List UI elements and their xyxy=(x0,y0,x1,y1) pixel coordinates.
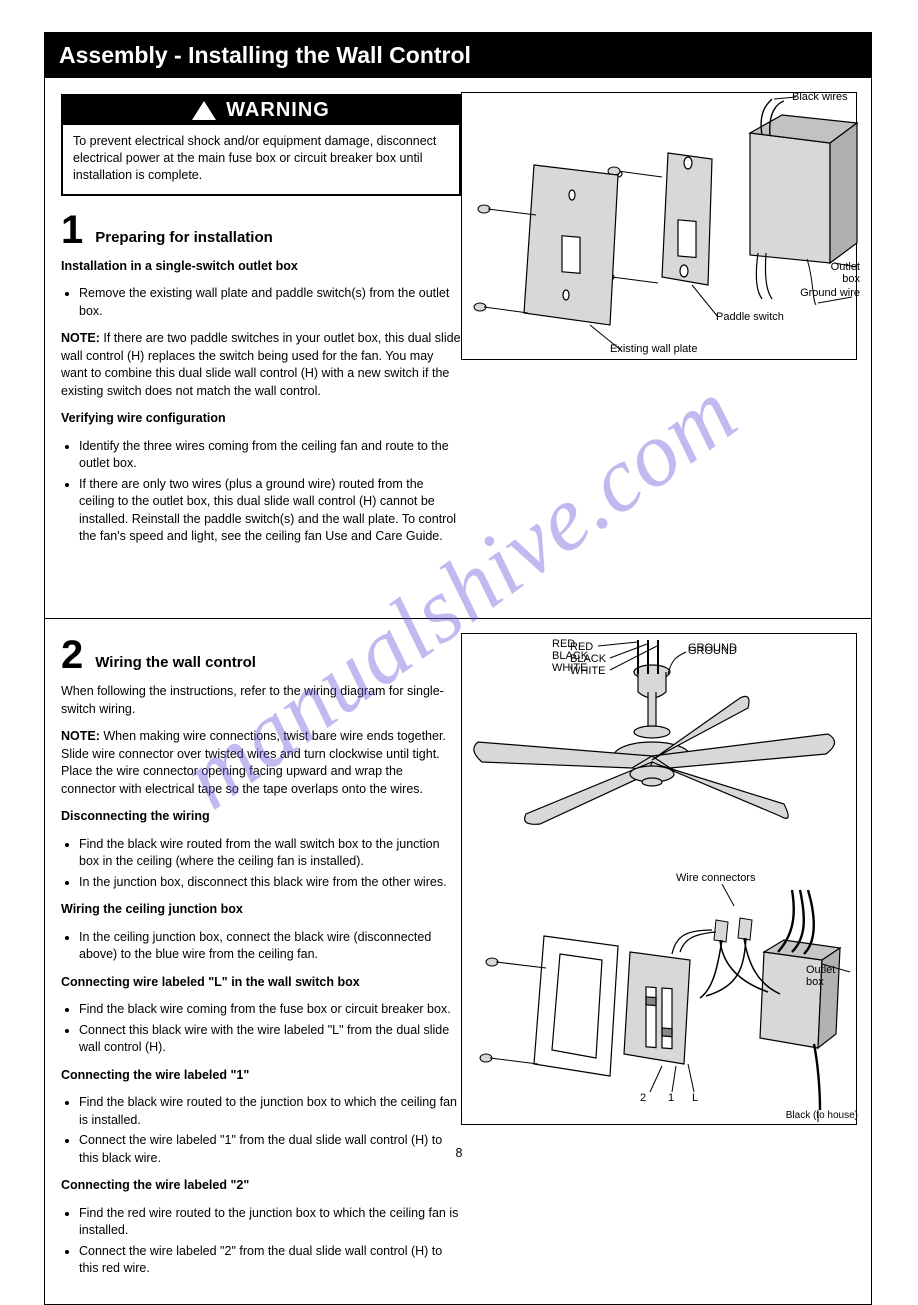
fig2-black: BLACK xyxy=(552,650,588,662)
fig2-lab1: 1 xyxy=(668,1092,674,1104)
step-1-number: 1 xyxy=(61,210,83,250)
step1-p1: Remove the existing wall plate and paddl… xyxy=(79,285,461,320)
step-1-body: Installation in a single-switch outlet b… xyxy=(61,258,461,546)
step2-intro: When following the instructions, refer t… xyxy=(61,683,461,718)
figure-2-svg: RED BLACK WHITE GROUND xyxy=(462,634,858,1126)
section-title-bar: Assembly - Installing the Wall Control xyxy=(45,33,871,78)
figure-outlet-box: Black wires Ground wire Outlet box Exist… xyxy=(461,92,857,360)
warning-triangle-icon xyxy=(192,101,216,120)
step2-h4: Connecting the wire labeled "1" xyxy=(61,1068,249,1082)
step1-note-label: NOTE: xyxy=(61,331,100,345)
fig2-labL: L xyxy=(692,1092,698,1104)
fig1-ground: Ground wire xyxy=(800,287,860,299)
step-2-number: 2 xyxy=(61,635,83,675)
step1-li1: Identify the three wires coming from the… xyxy=(79,438,461,473)
fig1-plate: Existing wall plate xyxy=(610,343,697,355)
page-frame: Assembly - Installing the Wall Control W… xyxy=(44,32,872,1305)
fig2-ground: GROUND xyxy=(688,642,737,654)
step1-sub2: Verifying wire configuration xyxy=(61,411,226,425)
fig1-black-wires: Black wires xyxy=(792,91,848,103)
section-step-1: WARNING To prevent electrical shock and/… xyxy=(45,78,871,618)
step-2-body: When following the instructions, refer t… xyxy=(61,683,461,1278)
step2-li8: Find the red wire routed to the junction… xyxy=(79,1205,461,1240)
warning-box: WARNING To prevent electrical shock and/… xyxy=(61,94,461,196)
step2-h2: Wiring the ceiling junction box xyxy=(61,902,243,916)
step2-li1: Find the black wire routed from the wall… xyxy=(79,836,461,871)
step1-sub1: Installation in a single-switch outlet b… xyxy=(61,259,298,273)
figure-1-svg xyxy=(462,93,858,361)
step-2-title: Wiring the wall control xyxy=(95,654,256,675)
step2-h5: Connecting the wire labeled "2" xyxy=(61,1178,249,1192)
step2-note: When making wire connections, twist bare… xyxy=(61,729,446,796)
warning-text: To prevent electrical shock and/or equip… xyxy=(63,125,459,194)
fig1-outlet: Outlet box xyxy=(810,261,860,285)
section-step-2: 2 Wiring the wall control When following… xyxy=(45,618,871,1304)
figure-wiring-diagram: RED BLACK WHITE GROUND xyxy=(461,633,857,1125)
fig2-wire-conn: Wire connectors xyxy=(676,872,766,884)
step2-li4: Find the black wire coming from the fuse… xyxy=(79,1001,461,1019)
step2-li3: In the ceiling junction box, connect the… xyxy=(79,929,461,964)
fig2-white: WHITE xyxy=(552,662,587,674)
fig2-red: RED xyxy=(552,638,575,650)
step2-li5: Connect this black wire with the wire la… xyxy=(79,1022,461,1057)
step2-li9: Connect the wire labeled "2" from the du… xyxy=(79,1243,461,1278)
step1-note: If there are two paddle switches in your… xyxy=(61,331,461,398)
warning-label: WARNING xyxy=(226,99,330,122)
step-1-title: Preparing for installation xyxy=(95,229,273,250)
page-number: 8 xyxy=(456,1146,463,1160)
step2-li2: In the junction box, disconnect this bla… xyxy=(79,874,461,892)
warning-header: WARNING xyxy=(63,96,459,125)
step2-h3: Connecting wire labeled "L" in the wall … xyxy=(61,975,360,989)
step1-li2: If there are only two wires (plus a grou… xyxy=(79,476,461,546)
step2-h1: Disconnecting the wiring xyxy=(61,809,210,823)
step2-note-label: NOTE: xyxy=(61,729,100,743)
fig1-paddle: Paddle switch xyxy=(716,311,784,323)
fig2-lab2: 2 xyxy=(640,1092,646,1104)
fig2-outlet: Outlet box xyxy=(806,964,854,988)
step2-li6: Find the black wire routed to the juncti… xyxy=(79,1094,461,1129)
page-footer: 8 xyxy=(0,1146,918,1160)
section-title: Assembly - Installing the Wall Control xyxy=(59,42,471,68)
fig2-tohouse: Black (to house) xyxy=(758,1110,858,1121)
